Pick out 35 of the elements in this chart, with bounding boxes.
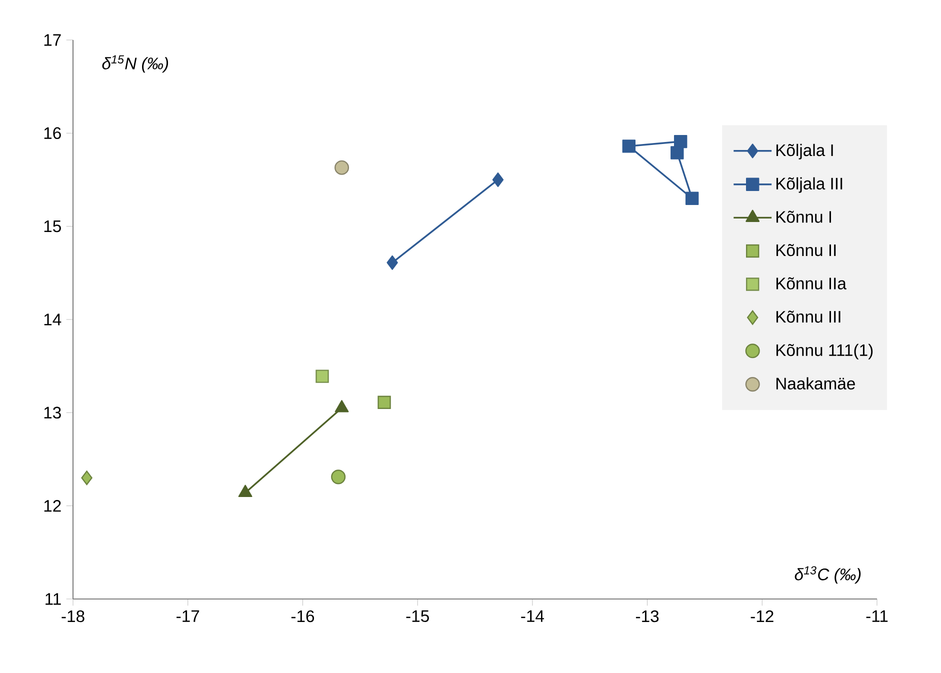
x-tick-label: -14 xyxy=(521,610,544,622)
y-tick-label: 15 xyxy=(44,220,61,232)
y-tick-label: 13 xyxy=(44,406,61,419)
x-tick-label: -18 xyxy=(62,610,84,622)
x-tick-label: -12 xyxy=(750,610,774,622)
x-tick-label: -17 xyxy=(176,610,200,622)
point xyxy=(378,396,391,410)
point xyxy=(316,370,329,383)
y-tick-label: 17 xyxy=(44,34,61,46)
point xyxy=(334,160,350,175)
point xyxy=(331,470,346,484)
legend-label: Kõljala III xyxy=(776,177,842,193)
point xyxy=(386,255,398,270)
legend-label: Kõnnu 111(1) xyxy=(776,344,873,360)
x-tick-label: -11 xyxy=(866,610,888,622)
legend-label: Kõnnu II xyxy=(776,244,836,256)
y-tick-label: 16 xyxy=(44,127,61,140)
legend-label: Kõnnu IIa xyxy=(776,277,846,290)
y-tick-label: 12 xyxy=(44,500,61,512)
point xyxy=(685,192,699,205)
point xyxy=(492,172,504,188)
legend-label: Naakamäe xyxy=(776,377,855,390)
x-axis-title: δ$^{13}$C (‰) xyxy=(794,566,861,584)
point xyxy=(622,140,636,153)
x-tick-label: -15 xyxy=(406,610,429,622)
x-tick-label: -16 xyxy=(291,610,314,622)
point xyxy=(81,470,92,486)
legend-label: Kõnnu I xyxy=(776,210,831,223)
y-tick-label: 14 xyxy=(44,314,62,326)
y-tick-label: 11 xyxy=(46,593,61,605)
point xyxy=(670,146,684,160)
x-tick-label: -13 xyxy=(636,610,659,622)
legend-label: Kõnnu III xyxy=(776,310,840,323)
y-axis-title: δ$^{15}$N (‰) xyxy=(102,55,168,73)
legend-label: Kõljala I xyxy=(776,144,833,160)
